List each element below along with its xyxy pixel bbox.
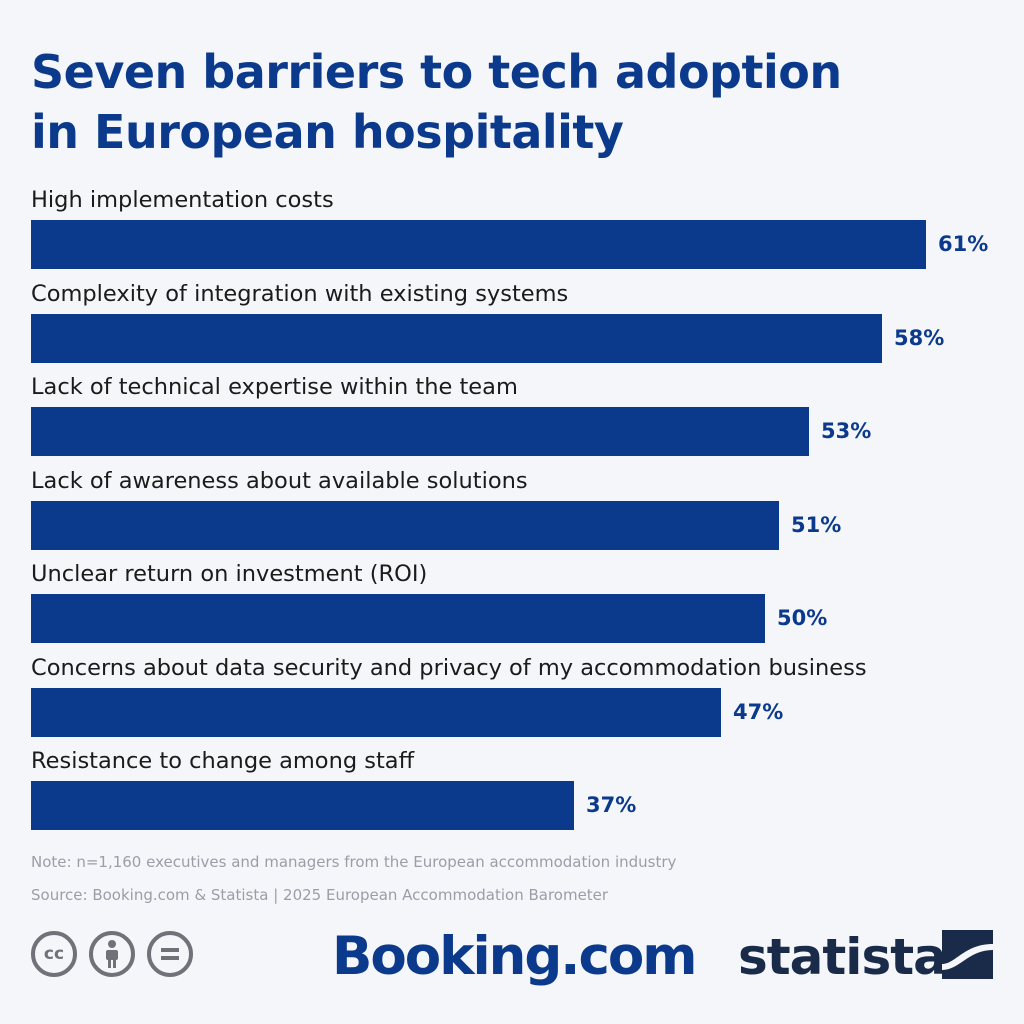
bar-value-label: 47%	[733, 699, 784, 724]
person-icon-glyph	[106, 940, 118, 968]
bar	[31, 687, 721, 737]
statista-logo: statista	[738, 928, 947, 986]
bar	[31, 781, 574, 830]
bar-value-label: 53%	[821, 419, 872, 443]
cc-icon: cc	[31, 931, 77, 977]
bar-label: Resistance to change among staff	[31, 748, 415, 774]
bar-value-label: 37%	[586, 793, 637, 817]
bar-label: Lack of technical expertise within the t…	[31, 374, 518, 400]
license-icons: cc	[31, 931, 193, 977]
footnote-note: Note: n=1,160 executives and managers fr…	[31, 853, 677, 871]
booking-logo: Booking.com	[332, 926, 697, 987]
bar-value-label: 58%	[894, 325, 945, 350]
bar	[31, 594, 765, 643]
nd-equals-icon	[147, 931, 193, 977]
bar-value-label: 50%	[777, 606, 828, 630]
bar-label: Lack of awareness about available soluti…	[31, 467, 528, 494]
chart-title-line-1: Seven barriers to tech adoption	[31, 45, 842, 99]
bar-label: Concerns about data security and privacy…	[31, 654, 867, 681]
bar-label: Unclear return on investment (ROI)	[31, 561, 428, 587]
footnote-source: Source: Booking.com & Statista | 2025 Eu…	[31, 886, 609, 904]
by-person-icon	[89, 931, 135, 977]
bar-label: Complexity of integration with existing …	[31, 280, 569, 307]
bar-label: High implementation costs	[31, 187, 334, 213]
equals-icon-glyph	[161, 948, 179, 960]
bar-value-label: 61%	[938, 232, 989, 256]
bar	[31, 313, 882, 363]
bar	[31, 220, 926, 269]
statista-mark-icon	[942, 930, 993, 979]
chart-title: Seven barriers to tech adoption in Europ…	[31, 42, 991, 162]
bar	[31, 500, 779, 550]
bar-value-label: 51%	[791, 512, 842, 537]
chart-title-line-2: in European hospitality	[31, 105, 624, 159]
bar	[31, 407, 809, 456]
cc-icon-text: cc	[43, 944, 65, 964]
